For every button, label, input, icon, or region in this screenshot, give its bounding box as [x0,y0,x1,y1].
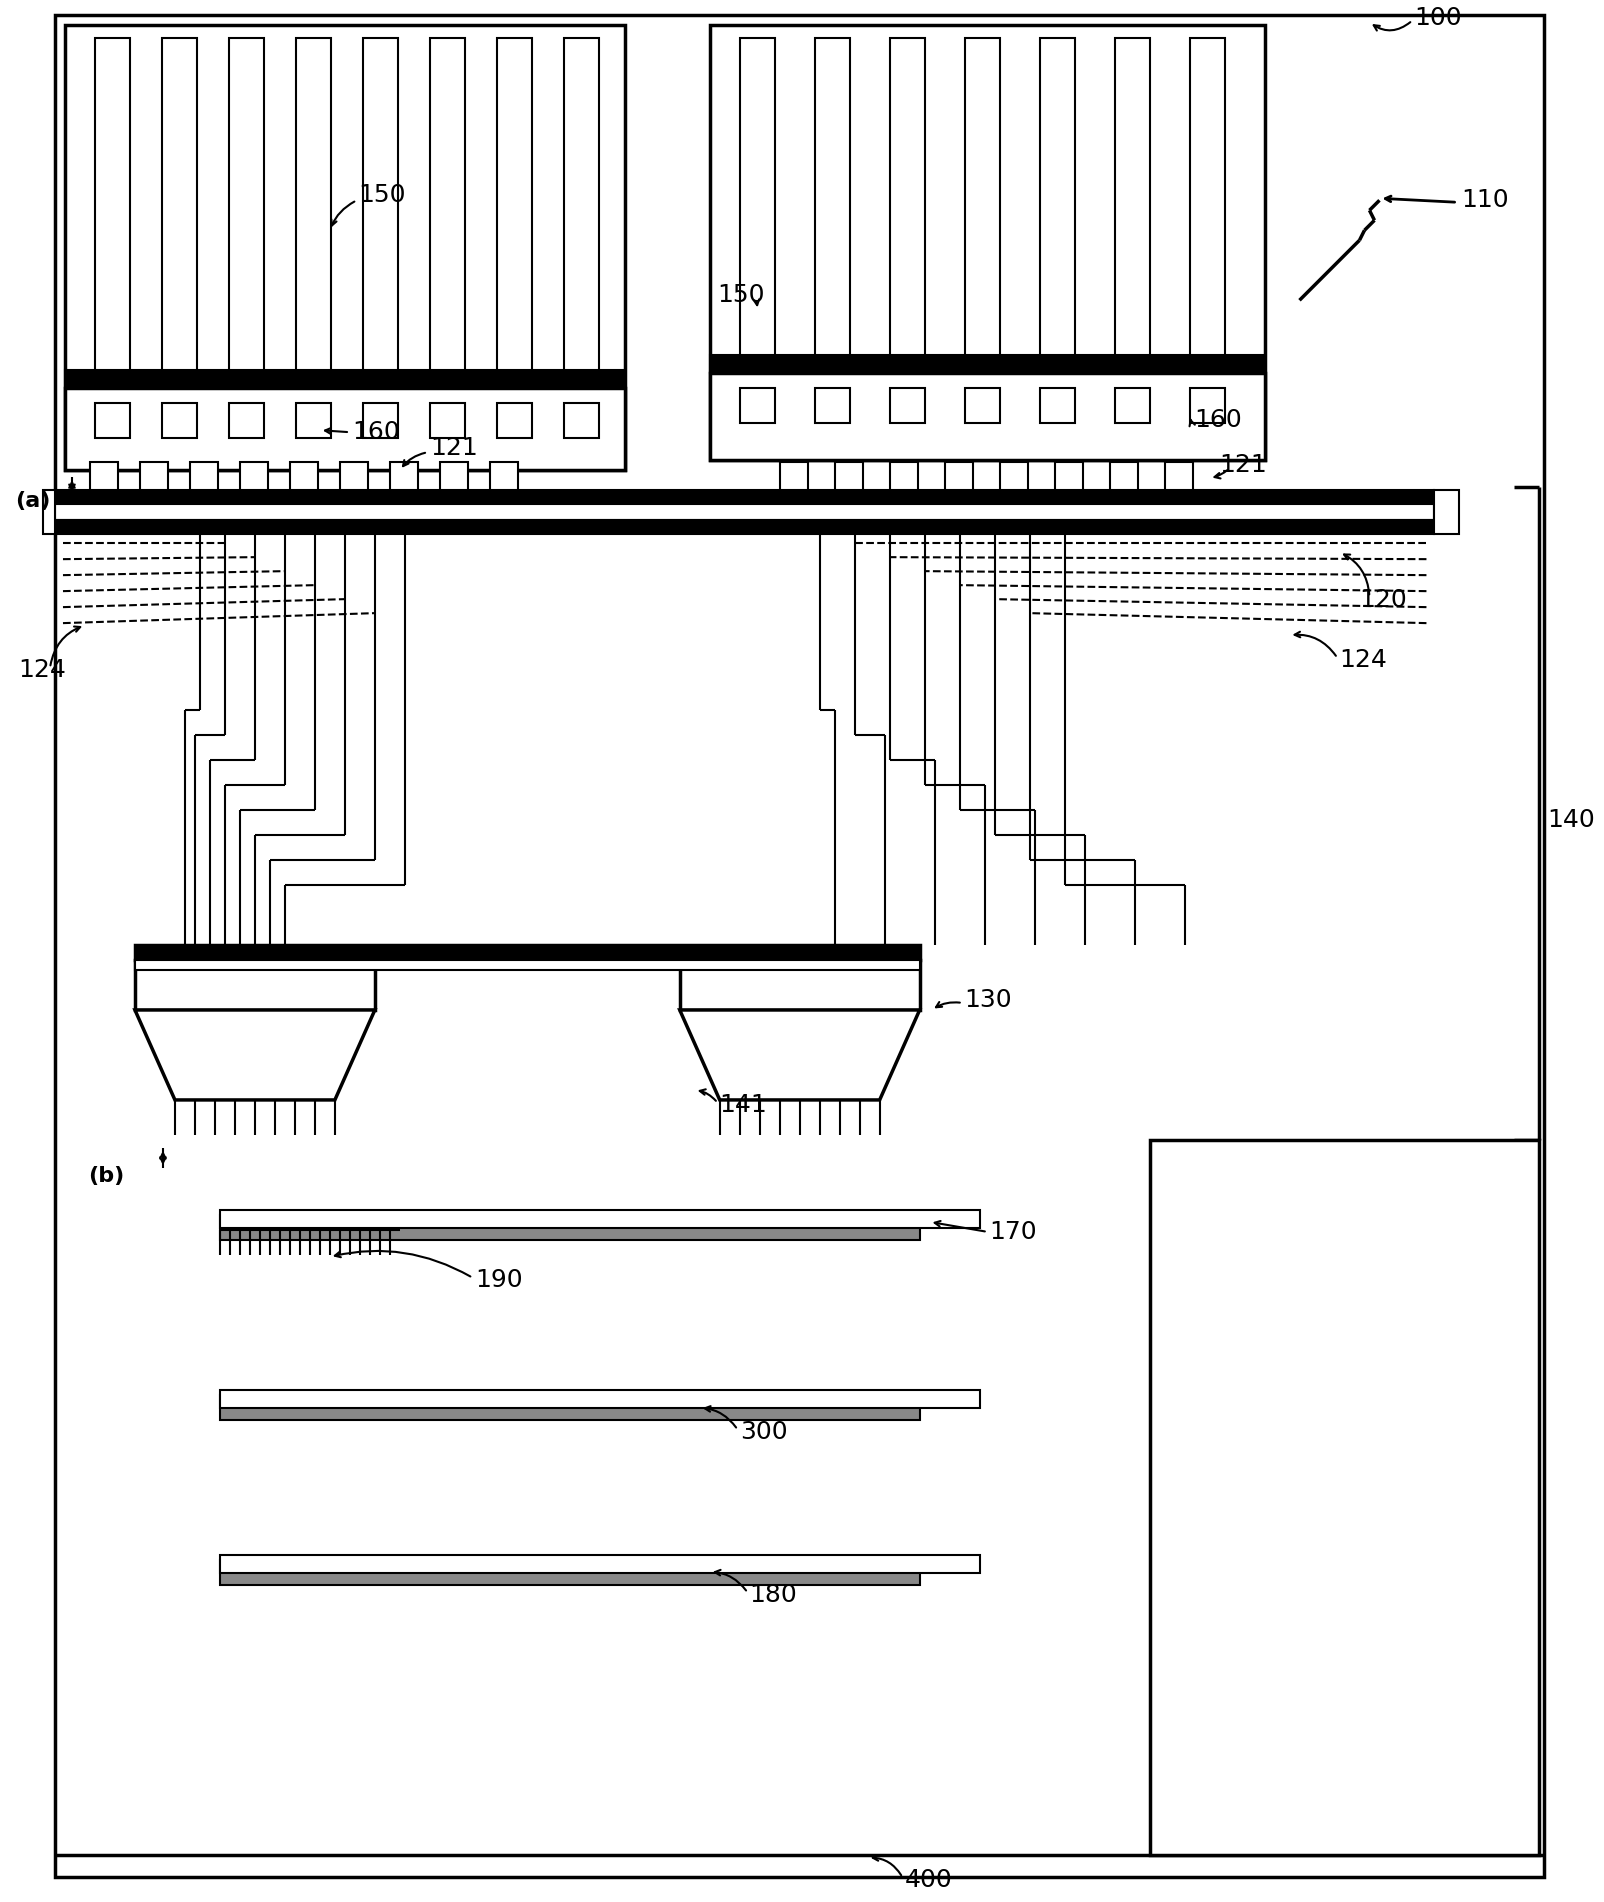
Bar [90,462,119,491]
Bar [1039,38,1075,394]
Bar [220,1215,919,1240]
Text: 124: 124 [1339,649,1387,671]
Bar [709,373,1264,460]
Bar [162,403,197,437]
Text: 141: 141 [720,1094,767,1116]
Bar [1115,38,1150,394]
Bar [815,388,850,424]
Bar [95,38,130,394]
Bar [340,462,367,491]
Bar [220,1210,980,1229]
Bar [709,356,1264,373]
Bar [1110,462,1137,491]
Bar [430,403,465,437]
Bar [497,403,533,437]
Bar [363,38,398,394]
Text: 400: 400 [905,1868,953,1892]
Bar [189,462,218,491]
Bar [220,1390,980,1407]
Text: 130: 130 [964,987,1012,1012]
Bar [1115,388,1150,424]
Text: (a): (a) [14,491,50,512]
Text: 124: 124 [18,658,66,683]
Polygon shape [135,1010,375,1099]
Text: 180: 180 [749,1582,797,1607]
Text: 121: 121 [430,436,478,460]
Bar [890,38,924,394]
Bar [55,491,1434,504]
Text: 300: 300 [739,1419,788,1444]
Bar [780,462,808,491]
Bar [1165,462,1192,491]
Bar [1054,462,1083,491]
Bar [66,371,626,388]
Bar [290,462,318,491]
Text: 170: 170 [990,1219,1038,1244]
Bar [1434,491,1460,534]
Bar [563,403,598,437]
Bar [220,1394,919,1419]
Bar [135,961,375,1010]
Bar [945,462,972,491]
Bar [55,504,1434,519]
Text: 100: 100 [1415,6,1463,30]
Bar [390,462,417,491]
Bar [66,25,626,470]
Text: 160: 160 [1195,409,1241,432]
Bar [739,38,775,394]
Bar [220,1554,980,1573]
Bar [834,462,863,491]
Bar [95,403,130,437]
Bar [1150,1139,1540,1854]
Bar [999,462,1028,491]
Text: 190: 190 [475,1269,523,1291]
Bar [229,403,265,437]
Bar [295,403,330,437]
Text: 121: 121 [1219,453,1267,477]
Bar [43,491,55,534]
Text: (b): (b) [88,1166,124,1187]
Bar [815,38,850,394]
Bar [135,945,919,961]
Text: 150: 150 [717,283,765,308]
Bar [709,25,1264,460]
Text: 160: 160 [351,420,399,445]
Bar [229,38,265,394]
Bar [140,462,168,491]
Bar [890,388,924,424]
Text: 140: 140 [1548,808,1594,831]
Text: 110: 110 [1461,188,1509,213]
Bar [430,38,465,394]
Bar [890,462,917,491]
Bar [66,388,626,470]
Bar [363,403,398,437]
Bar [1190,388,1224,424]
Bar [1190,38,1224,394]
Bar [497,38,533,394]
Text: 150: 150 [358,183,406,207]
Bar [489,462,518,491]
Bar [1039,388,1075,424]
Bar [295,38,330,394]
Bar [55,519,1434,534]
Bar [241,462,268,491]
Bar [135,961,919,970]
Bar [220,1560,919,1584]
Bar [964,388,999,424]
Bar [162,38,197,394]
Bar [964,38,999,394]
Bar [563,38,598,394]
Polygon shape [680,1010,919,1099]
Bar [680,961,919,1010]
Bar [439,462,468,491]
Bar [739,388,775,424]
Text: 120: 120 [1360,588,1407,612]
